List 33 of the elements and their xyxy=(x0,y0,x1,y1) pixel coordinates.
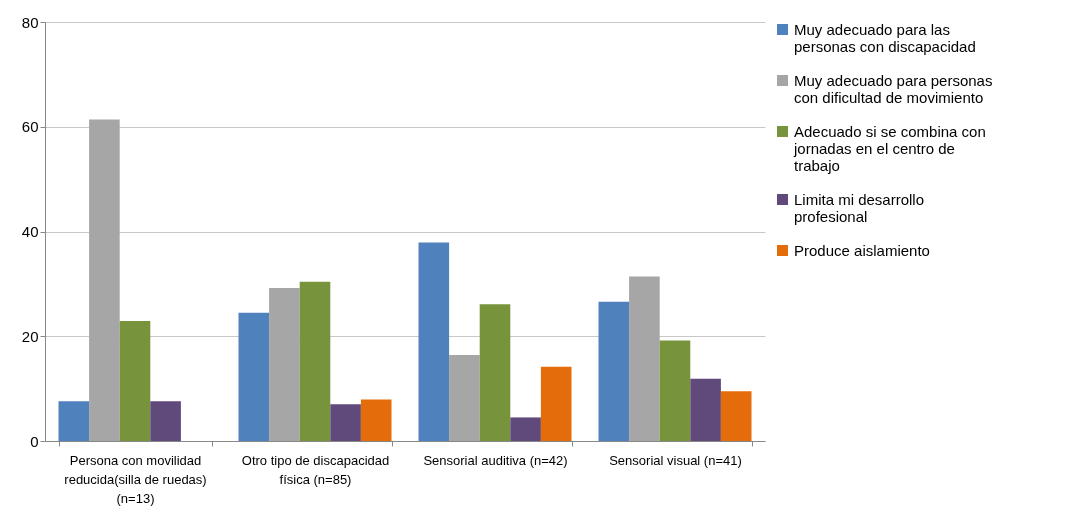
bar xyxy=(360,399,392,441)
bar xyxy=(58,401,90,441)
bar xyxy=(659,340,691,441)
bar xyxy=(299,281,331,441)
legend-label: Limita mi desarrollo profesional xyxy=(794,190,925,225)
bar xyxy=(598,301,630,441)
x-tick-label: Sensorial visual (n=41) xyxy=(609,452,742,468)
bar xyxy=(269,288,300,441)
x-tick-label: Otro tipo de discapacidad física (n=85) xyxy=(241,452,390,487)
bar xyxy=(629,276,660,441)
bar xyxy=(89,119,120,441)
legend-label: Adecuado si se combina con jornadas en el centro de trabajo xyxy=(793,122,986,174)
bar xyxy=(720,391,752,441)
bar xyxy=(330,404,361,441)
legend-label: Produce aislamiento xyxy=(794,241,930,259)
y-tick-label: 80 xyxy=(21,13,39,31)
legend-label: Muy adecuado para las personas con discapacidad xyxy=(794,20,976,55)
legend-label: Muy adecuado para personas con dificultad de movimiento xyxy=(794,71,993,106)
bar xyxy=(690,378,721,441)
y-tick-label: 40 xyxy=(21,223,39,240)
bar xyxy=(119,321,151,441)
bar xyxy=(449,355,480,441)
bar xyxy=(238,312,270,441)
bar xyxy=(150,401,181,441)
y-tick-label: 60 xyxy=(21,118,39,136)
y-tick-label: 20 xyxy=(21,327,39,345)
bar xyxy=(479,304,511,441)
bar xyxy=(418,242,450,441)
bar xyxy=(510,417,541,441)
y-tick-label: 0 xyxy=(30,432,39,450)
bar xyxy=(540,366,572,441)
x-tick-label: Persona con movilidad reducida(silla de ruedas) (n=13) xyxy=(64,452,207,506)
x-tick-label: Sensorial auditiva (n=42) xyxy=(423,452,568,468)
